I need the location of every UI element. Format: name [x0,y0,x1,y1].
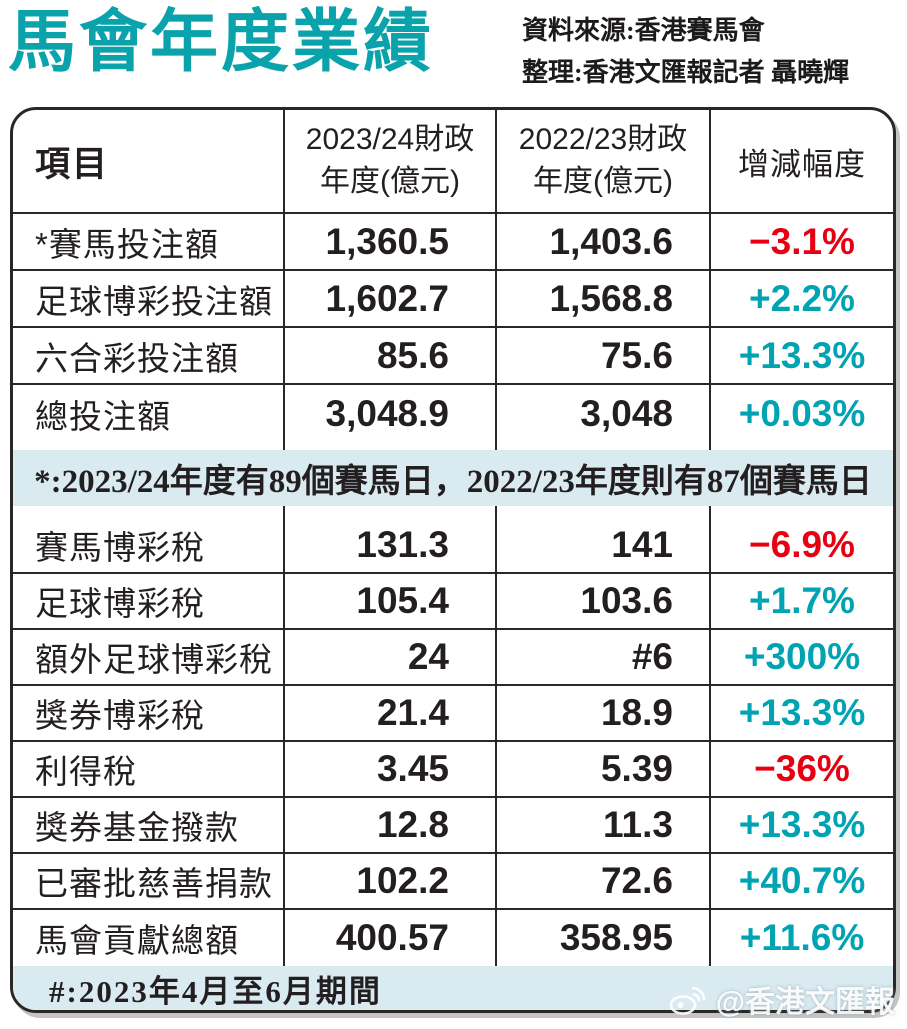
fy2022-23-value: 1,568.8 [497,271,711,326]
fy2023-24-value: 3.45 [285,742,497,796]
weibo-icon [668,982,708,1016]
table-row: 獎券基金撥款 12.8 11.3 +13.3% [13,798,893,854]
fy2023-24-value: 105.4 [285,574,497,628]
change-value: +11.6% [739,917,865,958]
fy2022-23-value: 18.9 [497,686,711,740]
row-label: 六合彩投注額 [13,328,285,383]
table-header-row: 項目 2023/24財政 年度(億元) 2022/23財政 年度(億元) 增減幅… [13,110,893,214]
row-label: 獎券基金撥款 [13,798,285,852]
change-value: +300% [743,636,861,677]
column-header-item: 項目 [13,110,285,212]
fy2022-23-value: 103.6 [497,574,711,628]
table-row: 獎券博彩稅 21.4 18.9 +13.3% [13,686,893,742]
race-days-note-band: *:2023/24年度有89個賽馬日，2022/23年度則有87個賽馬日 [13,450,893,506]
source-line: 資料來源:香港賽馬會 [522,16,765,45]
table-row: 額外足球博彩稅 24 #6 +300% [13,630,893,686]
column-header-fy2023-24: 2023/24財政 年度(億元) [285,110,497,212]
table-row: 賽馬博彩稅 131.3 141 −6.9% [13,518,893,574]
grid-gap-row [13,506,893,518]
source-block: 資料來源:香港賽馬會 整理:香港文匯報記者 聶曉輝 [522,10,907,94]
row-label: 足球博彩稅 [13,574,285,628]
row-label: 已審批慈善捐款 [13,854,285,908]
fy2022-23-header-line2: 年度(億元) [533,165,673,198]
fy2023-24-header-line2: 年度(億元) [320,165,460,198]
change-value: +13.3% [738,334,866,376]
credit-line: 整理:香港文匯報記者 聶曉輝 [522,58,850,87]
fy2023-24-value: 24 [285,630,497,684]
page-title: 馬會年度業績 [8,4,435,80]
table-row: 利得稅 3.45 5.39 −36% [13,742,893,798]
change-value: +1.7% [749,580,855,621]
fy2022-23-header-line1: 2022/23財政 [518,123,688,156]
change-value: +13.3% [738,692,866,733]
change-value: +40.7% [738,860,866,901]
fy2023-24-value: 400.57 [285,910,497,966]
fy2023-24-value: 1,360.5 [285,214,497,269]
column-header-change: 增減幅度 [738,146,866,182]
change-value: +2.2% [749,277,855,319]
turnover-section: *賽馬投注額 1,360.5 1,403.6 −3.1% 足球博彩投注額 1,6… [13,214,893,442]
fy2023-24-value: 21.4 [285,686,497,740]
duty-section: 賽馬博彩稅 131.3 141 −6.9% 足球博彩稅 105.4 103.6 … [13,518,893,966]
table-row: 已審批慈善捐款 102.2 72.6 +40.7% [13,854,893,910]
fy2022-23-value: 72.6 [497,854,711,908]
fy2023-24-value: 131.3 [285,518,497,572]
watermark-text: @香港文匯報 [715,986,895,1019]
fy2023-24-value: 85.6 [285,328,497,383]
row-label: 賽馬博彩稅 [13,518,285,572]
fy2022-23-value: 11.3 [497,798,711,852]
fy2022-23-value: 1,403.6 [497,214,711,269]
change-value: −36% [754,748,850,789]
row-label: 足球博彩投注額 [13,271,285,326]
row-label: *賽馬投注額 [13,214,285,269]
fy2022-23-value: #6 [497,630,711,684]
fy2022-23-value: 141 [497,518,711,572]
table-row: 總投注額 3,048.9 3,048 +0.03% [13,385,893,442]
column-header-fy2022-23: 2022/23財政 年度(億元) [497,110,711,212]
footnote-band: #:2023年4月至6月期間 [13,966,893,1010]
table-row: *賽馬投注額 1,360.5 1,403.6 −3.1% [13,214,893,271]
fy2022-23-value: 75.6 [497,328,711,383]
row-label: 獎券博彩稅 [13,686,285,740]
grid-gap-row [13,442,893,450]
fy2022-23-value: 5.39 [497,742,711,796]
table-row: 足球博彩稅 105.4 103.6 +1.7% [13,574,893,630]
row-label: 總投注額 [13,385,285,442]
row-label: 利得稅 [13,742,285,796]
change-value: +13.3% [738,804,866,845]
results-table: 項目 2023/24財政 年度(億元) 2022/23財政 年度(億元) 增減幅… [10,107,896,1013]
table-row: 馬會貢獻總額 400.57 358.95 +11.6% [13,910,893,966]
fy2023-24-value: 102.2 [285,854,497,908]
fy2023-24-value: 3,048.9 [285,385,497,442]
fy2022-23-value: 3,048 [497,385,711,442]
masthead: 馬會年度業績 資料來源:香港賽馬會 整理:香港文匯報記者 聶曉輝 [0,0,907,100]
fy2023-24-value: 1,602.7 [285,271,497,326]
row-label: 馬會貢獻總額 [13,910,285,966]
table-row: 足球博彩投注額 1,602.7 1,568.8 +2.2% [13,271,893,328]
change-value: +0.03% [738,392,866,434]
change-value: −6.9% [749,524,855,565]
fy2023-24-header-line1: 2023/24財政 [305,123,475,156]
table-row: 六合彩投注額 85.6 75.6 +13.3% [13,328,893,385]
watermark: @香港文匯報 [668,977,895,1021]
fy2022-23-value: 358.95 [497,910,711,966]
change-value: −3.1% [749,220,855,262]
row-label: 額外足球博彩稅 [13,630,285,684]
fy2023-24-value: 12.8 [285,798,497,852]
